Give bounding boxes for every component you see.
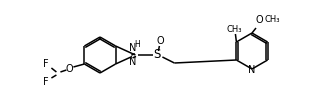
Text: F: F — [43, 77, 48, 87]
Text: CH₃: CH₃ — [264, 16, 280, 25]
Text: O: O — [255, 15, 263, 25]
Text: F: F — [43, 59, 48, 69]
Text: CH₃: CH₃ — [227, 25, 242, 34]
Text: O: O — [157, 36, 164, 46]
Text: O: O — [66, 64, 73, 74]
Text: N: N — [248, 65, 256, 75]
Text: H: H — [134, 40, 140, 49]
Text: S: S — [154, 49, 161, 61]
Text: N: N — [129, 43, 137, 54]
Text: N: N — [129, 56, 137, 67]
